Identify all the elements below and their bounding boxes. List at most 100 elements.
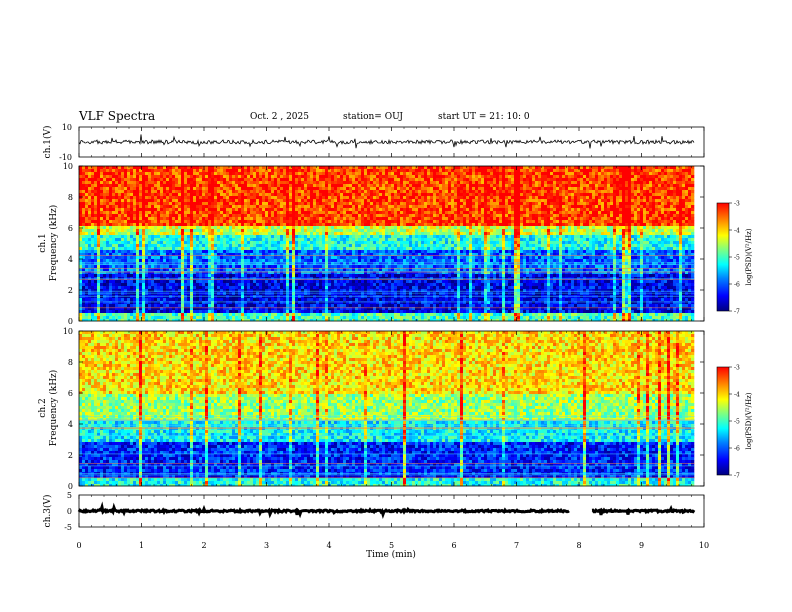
- spectrogram-cell: [202, 193, 206, 197]
- spectrogram-cell: [271, 214, 275, 218]
- spectrogram-cell: [223, 202, 227, 206]
- spectrogram-cell: [229, 193, 233, 197]
- spectrogram-cell: [286, 295, 290, 299]
- spectrogram-cell: [178, 244, 182, 248]
- spectrogram-cell: [271, 199, 275, 203]
- spectrogram-cell: [115, 217, 119, 221]
- spectrogram-cell: [172, 211, 176, 215]
- spectrogram-cell: [157, 229, 161, 233]
- spectrogram-cell: [85, 280, 89, 284]
- spectrogram-cell: [205, 292, 209, 296]
- spectrogram-cell: [127, 316, 131, 320]
- spectrogram-cell: [262, 169, 266, 173]
- spectrogram-cell: [187, 310, 191, 314]
- spectrogram-cell: [88, 211, 92, 215]
- spectrogram-cell: [325, 238, 329, 242]
- spectrogram-cell: [241, 286, 245, 290]
- spectrogram-cell: [157, 166, 161, 170]
- spectrogram-cell: [193, 220, 197, 224]
- spectrogram-cell: [154, 214, 158, 218]
- spectrogram-cell: [88, 172, 92, 176]
- spectrogram-cell: [355, 238, 359, 242]
- spectrogram-cell: [172, 184, 176, 188]
- spectrogram-cell: [328, 172, 332, 176]
- spectrogram-cell: [91, 181, 95, 185]
- spectrogram-cell: [85, 196, 89, 200]
- spectrogram-cell: [256, 193, 260, 197]
- spectrogram-cell: [112, 241, 116, 245]
- spectrogram-cell: [262, 256, 266, 260]
- spectrogram-cell: [292, 247, 296, 251]
- spectrogram-cell: [319, 181, 323, 185]
- spectrogram-cell: [316, 190, 320, 194]
- spectrogram-cell: [337, 259, 341, 263]
- spectrogram-cell: [250, 196, 254, 200]
- spectrogram-cell: [259, 283, 263, 287]
- spectrogram-cell: [358, 289, 362, 293]
- spectrogram-cell: [175, 292, 179, 296]
- spectrogram-cell: [340, 169, 344, 173]
- spectrogram-cell: [184, 247, 188, 251]
- spectrogram-cell: [334, 313, 338, 317]
- spectrogram-cell: [187, 175, 191, 179]
- spectrogram-cell: [274, 211, 278, 215]
- spectrogram-cell: [247, 256, 251, 260]
- spectrogram-cell: [250, 220, 254, 224]
- spectrogram-cell: [313, 241, 317, 245]
- spectrogram-cell: [106, 220, 110, 224]
- spectrogram-cell: [214, 196, 218, 200]
- spectrogram-cell: [304, 259, 308, 263]
- spectrogram-cell: [235, 283, 239, 287]
- spectrogram-cell: [340, 175, 344, 179]
- spectrogram-cell: [355, 274, 359, 278]
- spectrogram-cell: [130, 166, 134, 170]
- spectrogram-cell: [166, 193, 170, 197]
- spectrogram-cell: [196, 220, 200, 224]
- spectrogram-cell: [103, 319, 107, 322]
- spectrogram-cell: [343, 304, 347, 308]
- spectrogram-cell: [172, 274, 176, 278]
- spectrogram-cell: [124, 319, 128, 322]
- spectrogram-cell: [208, 235, 212, 239]
- spectrogram-cell: [235, 304, 239, 308]
- spectrogram-cell: [271, 184, 275, 188]
- spectrogram-cell: [337, 265, 341, 269]
- spectrogram-cell: [253, 304, 257, 308]
- spectrogram-cell: [268, 247, 272, 251]
- spectrogram-cell: [166, 262, 170, 266]
- spectrogram-cell: [193, 229, 197, 233]
- spectrogram-cell: [130, 298, 134, 302]
- spectrogram-cell: [124, 253, 128, 257]
- spectrogram-cell: [238, 190, 242, 194]
- spectrogram-cell: [328, 211, 332, 215]
- spectrogram-cell: [79, 310, 83, 314]
- spectrogram-cell: [154, 205, 158, 209]
- spectrogram-cell: [229, 190, 233, 194]
- spectrogram-cell: [196, 313, 200, 317]
- spectrogram-cell: [142, 211, 146, 215]
- spectrogram-cell: [319, 235, 323, 239]
- spectrogram-cell: [82, 310, 86, 314]
- spectrogram-cell: [253, 256, 257, 260]
- spectrogram-cell: [238, 319, 242, 322]
- spectrogram-cell: [166, 196, 170, 200]
- spectrogram-cell: [358, 202, 362, 206]
- spectrogram-cell: [139, 274, 143, 278]
- spectrogram-cell: [97, 313, 101, 317]
- spectrogram-cell: [298, 220, 302, 224]
- spectrogram-cell: [232, 265, 236, 269]
- spectrogram-cell: [340, 178, 344, 182]
- spectrogram-cell: [169, 310, 173, 314]
- spectrogram-cell: [349, 241, 353, 245]
- spectrogram-cell: [148, 307, 152, 311]
- spectrogram-cell: [328, 304, 332, 308]
- spectrogram-cell: [103, 268, 107, 272]
- spectrogram-cell: [274, 244, 278, 248]
- spectrogram-cell: [277, 262, 281, 266]
- spectrogram-cell: [259, 241, 263, 245]
- spectrogram-cell: [298, 169, 302, 173]
- spectrogram-cell: [301, 304, 305, 308]
- spectrogram-cell: [184, 250, 188, 254]
- spectrogram-cell: [319, 295, 323, 299]
- spectrogram-cell: [295, 313, 299, 317]
